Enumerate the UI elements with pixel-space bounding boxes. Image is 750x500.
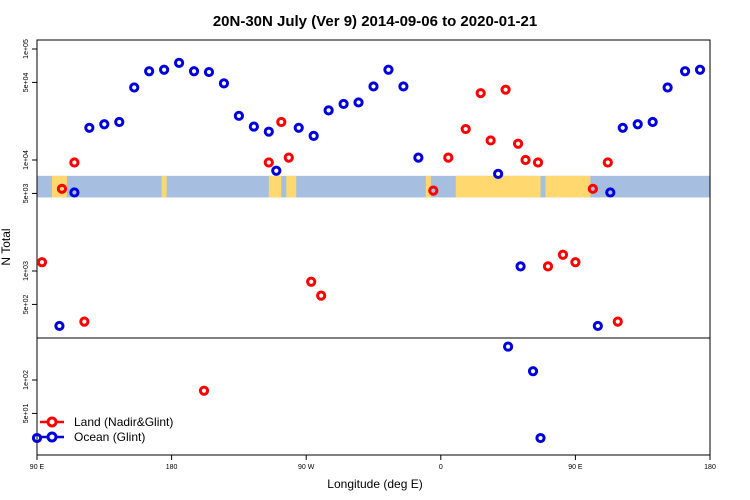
land-point-19	[542, 261, 554, 272]
x-axis: 90 E 180 90 W 0 90 E 180	[30, 455, 716, 471]
ocean-point-35	[647, 116, 658, 128]
x-axis-label: Longitude (deg E)	[327, 477, 422, 491]
land-point-3	[79, 316, 90, 327]
land-point-15	[500, 84, 511, 95]
land-point-23	[602, 157, 613, 168]
land-point-5	[263, 157, 274, 168]
ocean-point-1	[54, 320, 65, 332]
ocean-point-29	[527, 366, 539, 377]
legend-land-marker	[46, 416, 58, 428]
legend-land-label: Land (Nadir&Glint)	[74, 415, 173, 429]
land-point-24	[612, 316, 623, 327]
ocean-point-37	[679, 66, 691, 77]
ocean-point-12	[218, 78, 230, 89]
ocean-point-21	[353, 97, 364, 108]
x-tick-label-0: 90 E	[30, 464, 45, 471]
chart-title: 20N-30N July (Ver 9) 2014-09-06 to 2020-…	[213, 13, 537, 30]
map-land-4	[425, 175, 431, 198]
ocean-point-14	[248, 121, 259, 132]
y-axis: 1e+05 5e+04 1e+04 5e+03 1e+03 5e+02 1e+02 5e+01	[23, 39, 37, 423]
land-point-16	[512, 138, 524, 149]
land-point-8	[306, 276, 317, 287]
plot-frame	[36, 39, 711, 456]
land-point-7	[283, 152, 294, 163]
y-tick-label-6: 1e+02	[23, 370, 30, 390]
map-land-2	[268, 175, 282, 198]
ocean-point-7	[144, 66, 155, 77]
data-points	[31, 57, 706, 444]
ocean-point-33	[617, 122, 628, 133]
y-tick-label-7: 5e+01	[23, 403, 30, 423]
world-map-band	[37, 175, 710, 198]
land-point-2	[69, 157, 80, 168]
ocean-point-4	[99, 119, 110, 130]
legend-ocean-label: Ocean (Glint)	[74, 430, 145, 444]
ocean-point-24	[398, 81, 409, 92]
map-land-6	[545, 175, 591, 198]
x-tick-label-3: 0	[439, 464, 443, 471]
land-point-21	[570, 257, 581, 268]
legend-ocean-marker	[46, 431, 58, 443]
ocean-point-25	[413, 152, 424, 163]
land-point-20	[557, 249, 569, 260]
map-land-5	[455, 175, 541, 198]
land-point-14	[485, 135, 496, 146]
land-point-12	[460, 123, 471, 135]
ocean-point-38	[694, 64, 706, 75]
ocean-point-6	[129, 82, 140, 93]
ocean-point-5	[114, 116, 125, 128]
y-tick-label-3: 5e+03	[23, 183, 30, 203]
land-point-22	[587, 183, 598, 194]
legend: Land (Nadir&Glint) Ocean (Glint)	[40, 415, 173, 444]
ocean-point-11	[203, 66, 215, 78]
ocean-point-28	[515, 261, 526, 272]
x-tick-label-2: 90 W	[298, 464, 315, 471]
land-point-4	[198, 385, 210, 396]
y-tick-label-1: 5e+04	[23, 72, 30, 92]
ocean-point-10	[188, 66, 200, 77]
ocean-point-13	[233, 110, 244, 121]
ocean-point-19	[323, 105, 334, 116]
land-point-17	[520, 154, 531, 166]
ocean-point-27	[503, 341, 514, 352]
land-point-0	[36, 257, 48, 268]
ocean-point-32	[605, 187, 616, 198]
ocean-point-15	[263, 126, 274, 137]
land-point-6	[276, 116, 287, 128]
ocean-point-18	[308, 130, 319, 141]
land-point-18	[532, 157, 544, 168]
land-point-11	[443, 152, 454, 163]
x-tick-label-5: 180	[704, 464, 716, 471]
ocean-point-20	[338, 98, 349, 110]
ocean-point-36	[662, 82, 673, 93]
ocean-point-30	[535, 432, 546, 444]
y-tick-label-2: 1e+04	[23, 150, 30, 170]
ocean-point-22	[368, 81, 379, 92]
x-tick-label-4: 90 E	[568, 464, 583, 471]
ocean-point-23	[383, 64, 394, 75]
land-point-10	[428, 185, 439, 196]
ocean-point-2	[69, 187, 80, 198]
ocean-point-3	[84, 122, 95, 133]
y-tick-label-4: 1e+03	[23, 261, 30, 281]
ocean-point-26	[493, 168, 504, 179]
map-ocean	[37, 175, 710, 198]
map-land-3	[286, 175, 297, 198]
land-point-9	[316, 290, 327, 301]
y-tick-label-0: 1e+05	[23, 39, 30, 59]
ocean-point-16	[271, 165, 282, 176]
y-axis-label: N Total	[0, 228, 13, 265]
x-tick-label-1: 180	[166, 464, 178, 471]
land-point-13	[475, 88, 486, 99]
map-land-1	[161, 175, 167, 198]
ocean-point-31	[592, 320, 603, 332]
land-point-1	[56, 183, 68, 194]
ocean-point-9	[173, 57, 185, 68]
ocean-point-34	[632, 119, 643, 130]
y-tick-label-5: 5e+02	[23, 294, 30, 314]
ocean-point-8	[159, 64, 170, 75]
ocean-point-17	[293, 122, 304, 133]
